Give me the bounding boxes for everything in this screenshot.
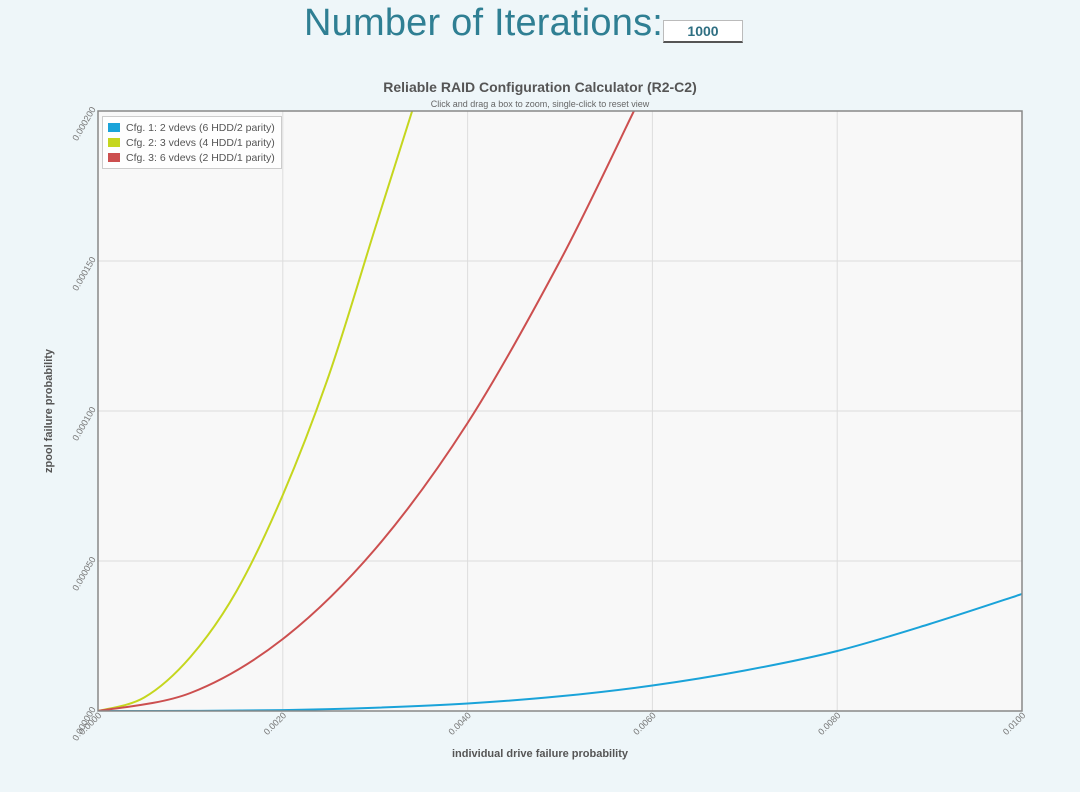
y-tick-label: 0.000150 bbox=[70, 255, 97, 293]
y-tick-label: 0.000100 bbox=[70, 405, 97, 443]
legend-label: Cfg. 1: 2 vdevs (6 HDD/2 parity) bbox=[126, 121, 275, 134]
x-tick-label: 0.0020 bbox=[262, 710, 289, 737]
iterations-input[interactable] bbox=[663, 20, 743, 43]
x-axis-title: individual drive failure probability bbox=[451, 748, 629, 760]
x-tick-label: 0.0100 bbox=[1001, 710, 1028, 737]
x-tick-label: 0.0060 bbox=[631, 710, 658, 737]
legend-swatch bbox=[108, 153, 120, 162]
series-line-cfg3 bbox=[98, 111, 635, 711]
chart-plot[interactable]: 0.0000 0.0020 0.0040 0.0060 0.0080 0.01000.00… bbox=[0, 70, 1080, 792]
chart-container[interactable]: 0.0000 0.0020 0.0040 0.0060 0.0080 0.0100 0.00… bbox=[0, 70, 1080, 792]
legend-item-cfg2: Cfg. 2: 3 vdevs (4 HDD/1 parity) bbox=[108, 135, 275, 150]
legend-label: Cfg. 3: 6 vdevs (2 HDD/1 parity) bbox=[126, 151, 275, 164]
x-tick-label: 0.0040 bbox=[446, 710, 473, 737]
legend-swatch bbox=[108, 123, 120, 132]
chart-legend: Cfg. 1: 2 vdevs (6 HDD/2 parity) Cfg. 2: … bbox=[102, 116, 282, 169]
legend-label: Cfg. 2: 3 vdevs (4 HDD/1 parity) bbox=[126, 136, 275, 149]
legend-item-cfg1: Cfg. 1: 2 vdevs (6 HDD/2 parity) bbox=[108, 120, 275, 135]
plot-frame bbox=[97, 110, 1023, 712]
y-axis-title: zpool failure probability bbox=[43, 348, 55, 474]
y-tick-label: 0.000050 bbox=[70, 555, 97, 593]
chart-title: Reliable RAID Configuration Calculator (… bbox=[383, 79, 697, 95]
iterations-row: Number of Iterations: bbox=[0, 0, 1080, 60]
legend-swatch bbox=[108, 138, 120, 147]
iterations-label: Number of Iterations: bbox=[304, 2, 664, 44]
x-tick-label: 0.0080 bbox=[816, 710, 843, 737]
y-tick-label: 0.000200 bbox=[70, 105, 97, 143]
series-line-cfg2 bbox=[98, 111, 414, 711]
legend-item-cfg3: Cfg. 3: 6 vdevs (2 HDD/1 parity) bbox=[108, 150, 275, 165]
chart-subtitle: Click and drag a box to zoom, single-cli… bbox=[430, 99, 650, 109]
